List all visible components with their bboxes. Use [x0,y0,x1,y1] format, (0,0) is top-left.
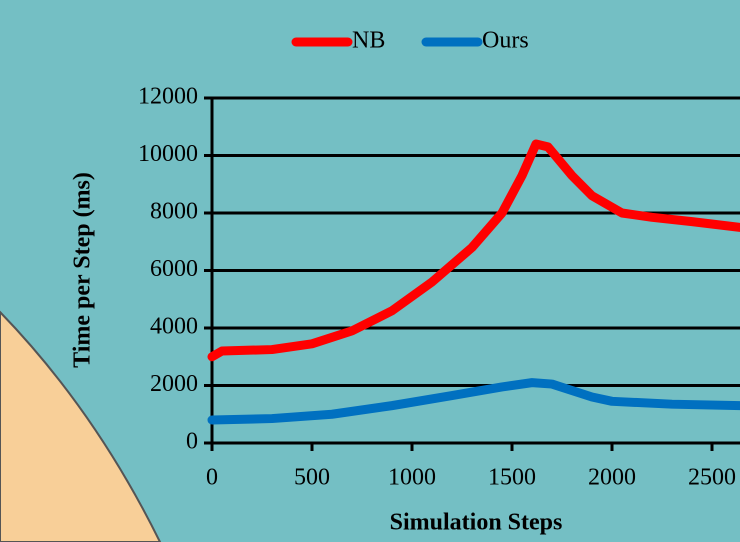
decor-shape [0,310,162,542]
y-tick-label: 6000 [150,256,198,282]
x-tick-label: 500 [294,465,330,491]
y-tick-label: 12000 [138,84,198,110]
x-tick-label: 1500 [488,465,536,491]
series-line [207,378,740,425]
x-tick-label: 1000 [388,465,436,491]
x-tick-label: 0 [206,465,218,491]
y-axis-title: Time per Step (ms) [70,172,96,368]
legend-label: Ours [482,28,529,54]
y-tick-label: 8000 [150,199,198,225]
y-tick-label: 4000 [150,314,198,340]
y-tick-label: 2000 [150,371,198,397]
x-tick-label: 2500 [688,465,736,491]
series-line [207,139,740,362]
y-tick-label: 10000 [138,141,198,167]
legend-label: NB [352,28,385,54]
y-tick-label: 0 [186,429,198,455]
x-tick-label: 2000 [588,465,636,491]
x-axis-title: Simulation Steps [390,510,563,536]
